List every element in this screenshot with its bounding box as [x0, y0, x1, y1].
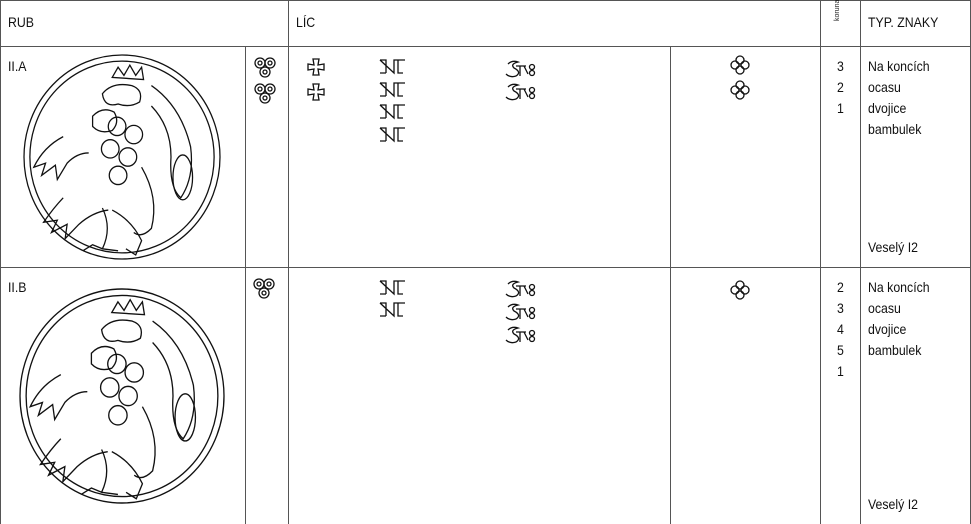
description: ocasu [868, 79, 901, 95]
koruna-value: 3 [837, 300, 844, 316]
description: bambulek [868, 121, 922, 137]
glyph [307, 58, 325, 76]
header-cell: TYP. ZNAKY [868, 14, 939, 30]
border [0, 0, 971, 1]
glyph [254, 57, 276, 78]
header-cell: RUB [8, 14, 35, 30]
border [860, 0, 861, 524]
header-cell: LÍC [296, 14, 316, 30]
glyph [379, 104, 406, 119]
koruna-value: 2 [837, 279, 844, 295]
koruna-value: 1 [837, 363, 844, 379]
glyph [505, 83, 536, 101]
description: bambulek [868, 342, 922, 358]
border [0, 0, 1, 524]
row-label: II.A [8, 58, 27, 74]
glyph [379, 59, 406, 74]
glyph [505, 303, 536, 321]
glyph [307, 83, 325, 101]
glyph [379, 127, 406, 142]
glyph [505, 326, 536, 344]
glyph [253, 278, 275, 299]
glyph [379, 82, 406, 97]
description: Na koncích [868, 279, 930, 295]
description: dvojice [868, 100, 907, 116]
koruna-value: 2 [837, 79, 844, 95]
glyph [505, 280, 536, 298]
reference: Veselý I2 [868, 496, 919, 512]
glyph [730, 80, 750, 100]
coin-drawing [23, 54, 221, 260]
koruna-value: 5 [837, 342, 844, 358]
row-label: II.B [8, 279, 27, 295]
reference: Veselý I2 [868, 239, 919, 255]
description: dvojice [868, 321, 907, 337]
glyph [505, 60, 536, 78]
border [0, 46, 971, 47]
description: ocasu [868, 300, 901, 316]
description: Na koncích [868, 58, 930, 74]
glyph [379, 302, 406, 317]
koruna-value: 3 [837, 58, 844, 74]
koruna-value: 4 [837, 321, 844, 337]
glyph [254, 83, 276, 104]
glyph [730, 280, 750, 300]
coin-drawing [19, 288, 225, 504]
border [820, 0, 821, 524]
border [245, 46, 246, 524]
border [288, 0, 289, 524]
border [670, 46, 671, 524]
glyph [379, 280, 406, 295]
koruna-value: 1 [837, 100, 844, 116]
border [0, 267, 971, 268]
glyph [730, 55, 750, 75]
